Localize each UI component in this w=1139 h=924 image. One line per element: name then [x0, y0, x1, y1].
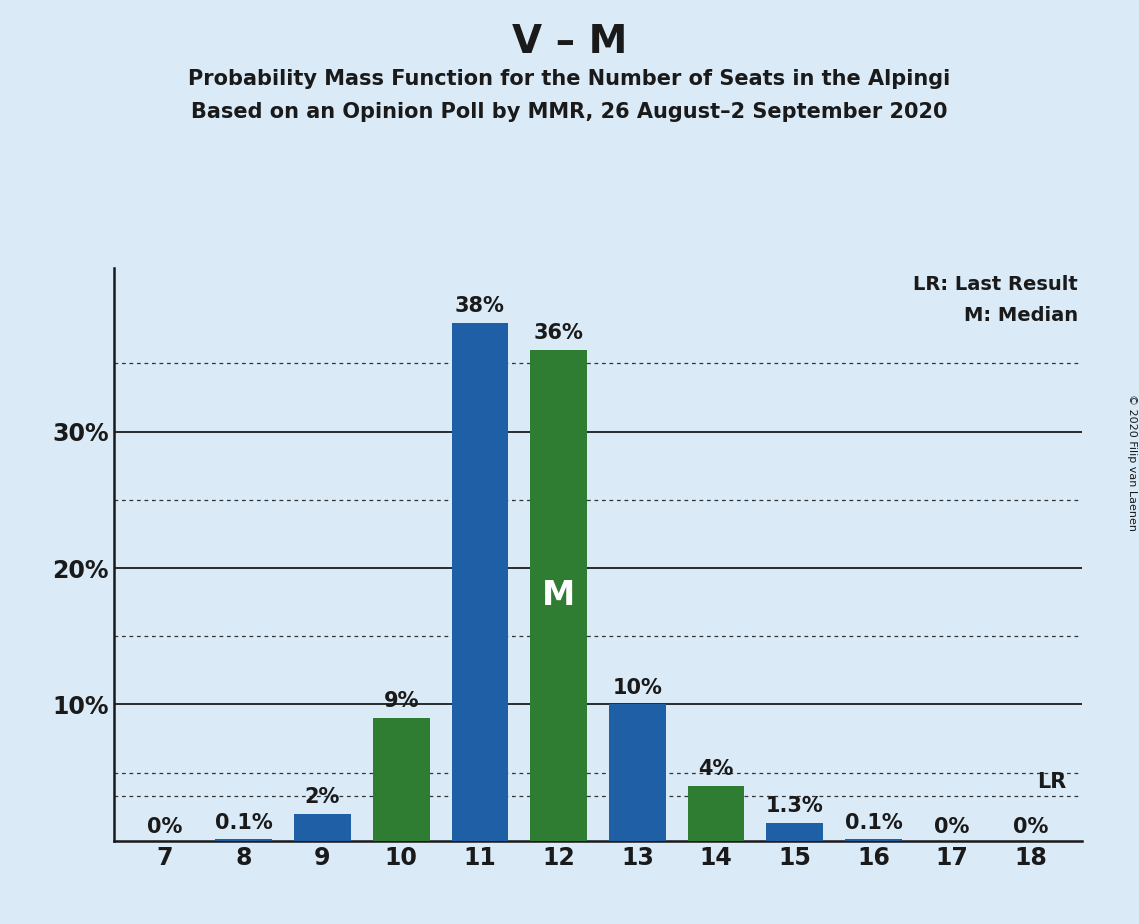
Text: 0.1%: 0.1%	[845, 812, 902, 833]
Text: 0%: 0%	[147, 817, 182, 837]
Text: 38%: 38%	[454, 296, 505, 316]
Bar	[294, 813, 351, 841]
Text: 1.3%: 1.3%	[765, 796, 823, 816]
Text: LR: LR	[1036, 772, 1066, 792]
Text: 0%: 0%	[934, 817, 970, 837]
Text: 36%: 36%	[534, 323, 583, 343]
Text: 9%: 9%	[384, 691, 419, 711]
Bar	[845, 840, 902, 841]
Bar	[688, 786, 745, 841]
Bar	[609, 704, 665, 841]
Text: © 2020 Filip van Laenen: © 2020 Filip van Laenen	[1126, 394, 1137, 530]
Text: 10%: 10%	[613, 677, 662, 698]
Text: Probability Mass Function for the Number of Seats in the Alpingi: Probability Mass Function for the Number…	[188, 69, 951, 90]
Text: V – M: V – M	[511, 23, 628, 61]
Bar	[531, 350, 587, 841]
Text: 0%: 0%	[1014, 817, 1049, 837]
Bar	[372, 718, 429, 841]
Text: M: M	[542, 578, 575, 612]
Bar	[451, 322, 508, 841]
Bar	[215, 840, 272, 841]
Text: 4%: 4%	[698, 760, 734, 780]
Text: 0.1%: 0.1%	[215, 812, 272, 833]
Text: M: Median: M: Median	[964, 306, 1079, 325]
Text: LR: Last Result: LR: Last Result	[913, 274, 1079, 294]
Bar	[767, 823, 823, 841]
Text: 2%: 2%	[305, 786, 341, 807]
Text: Based on an Opinion Poll by MMR, 26 August–2 September 2020: Based on an Opinion Poll by MMR, 26 Augu…	[191, 102, 948, 122]
